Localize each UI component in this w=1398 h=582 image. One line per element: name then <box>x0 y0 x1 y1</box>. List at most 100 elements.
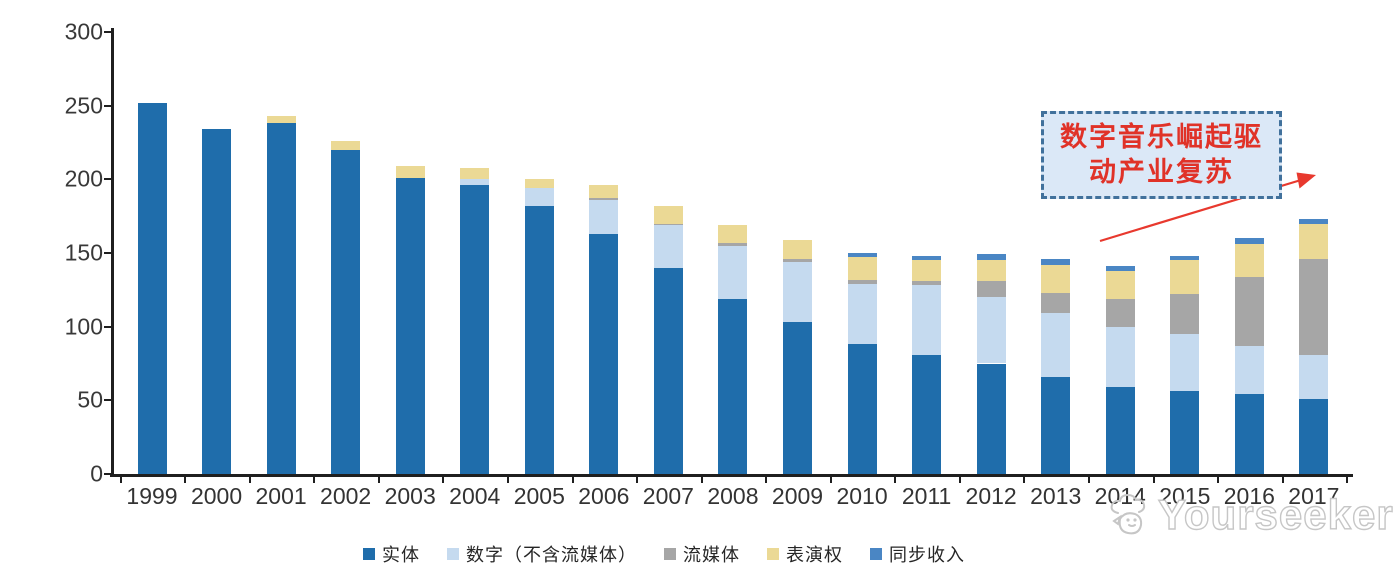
bar-segment-2003-实体 <box>395 177 425 474</box>
x-tick-mark <box>700 474 703 483</box>
bar-segment-2011-同步收入 <box>912 255 942 261</box>
bar-segment-2017-同步收入 <box>1299 219 1329 224</box>
x-tick-label: 2009 <box>771 483 824 509</box>
bar-segment-2016-数字（不含流媒体） <box>1234 345 1264 395</box>
bar-segment-2007-表演权 <box>653 205 683 224</box>
bar-segment-2012-流媒体 <box>976 280 1006 298</box>
annotation-text-line1: 数字音乐崛起驱 <box>1060 122 1263 152</box>
bar-segment-2011-实体 <box>912 354 942 474</box>
x-tick-mark <box>1346 474 1349 483</box>
bar-segment-2007-数字（不含流媒体） <box>653 225 683 268</box>
watermark-text: Yourseeker <box>1157 490 1394 538</box>
bar-segment-2006-实体 <box>589 233 619 474</box>
legend: 实体 数字（不含流媒体） 流媒体 表演权 同步收入 <box>363 541 965 567</box>
annotation-text-line2: 动产业复苏 <box>1089 157 1234 187</box>
x-tick-label: 2003 <box>384 483 436 509</box>
x-tick-mark <box>1023 474 1026 483</box>
bar-segment-2013-数字（不含流媒体） <box>1041 313 1071 377</box>
x-tick-label: 2014 <box>1094 483 1146 509</box>
bar-segment-2011-流媒体 <box>912 280 942 286</box>
bar-segment-2006-表演权 <box>589 185 619 199</box>
bar-segment-2005-数字（不含流媒体） <box>524 188 554 206</box>
x-tick-label: 2000 <box>190 483 243 509</box>
legend-label: 表演权 <box>786 545 843 565</box>
x-tick-label: 2011 <box>901 483 952 509</box>
y-tick-label: 100 <box>64 313 103 340</box>
legend-item-同步收入: 同步收入 <box>870 541 965 567</box>
legend-swatch <box>363 548 375 560</box>
y-tick-mark <box>104 399 113 402</box>
bar-segment-2004-表演权 <box>460 167 490 180</box>
bar-segment-2010-同步收入 <box>847 253 877 258</box>
bar-segment-2017-流媒体 <box>1299 258 1329 355</box>
watermark: Yourseeker <box>1104 489 1394 541</box>
bar-segment-2008-数字（不含流媒体） <box>718 245 748 299</box>
bar-segment-2008-实体 <box>718 298 748 474</box>
legend-label: 实体 <box>382 545 420 565</box>
bar-segment-2013-流媒体 <box>1041 292 1071 314</box>
x-tick-label: 2013 <box>1030 483 1082 509</box>
bar-segment-2012-同步收入 <box>976 254 1006 261</box>
legend-label: 数字（不含流媒体） <box>466 545 637 565</box>
x-tick-mark <box>248 474 251 483</box>
x-tick-label: 2007 <box>642 483 694 509</box>
bar-segment-2010-数字（不含流媒体） <box>847 283 877 345</box>
bar-segment-2016-同步收入 <box>1234 238 1264 245</box>
y-tick-mark <box>104 31 113 33</box>
bar-segment-2007-流媒体 <box>653 223 683 225</box>
bar-segment-2009-表演权 <box>783 239 812 259</box>
x-tick-mark <box>119 474 122 483</box>
x-tick-label: 2001 <box>255 483 307 509</box>
x-tick-label: 2005 <box>513 483 565 509</box>
x-tick-mark <box>1087 474 1090 483</box>
y-tick-mark <box>104 473 113 475</box>
x-tick-mark <box>184 474 187 483</box>
bar-segment-1999-实体 <box>137 102 167 474</box>
bar-segment-2005-实体 <box>524 205 554 474</box>
x-tick-label: 2017 <box>1288 483 1340 509</box>
bar-segment-2007-实体 <box>653 267 683 474</box>
bar-segment-2005-表演权 <box>524 179 554 189</box>
x-tick-mark <box>1217 474 1220 483</box>
bar-segment-2015-数字（不含流媒体） <box>1170 334 1200 392</box>
x-tick-mark <box>636 474 639 483</box>
y-tick-label: 0 <box>90 460 103 487</box>
bar-segment-2016-实体 <box>1234 394 1264 474</box>
bar-segment-2000-实体 <box>202 129 232 474</box>
y-tick-label: 150 <box>64 239 103 266</box>
legend-item-数字（不含流媒体）: 数字（不含流媒体） <box>447 541 637 567</box>
bar-segment-2014-数字（不含流媒体） <box>1105 326 1135 388</box>
bar-segment-2013-实体 <box>1041 376 1071 474</box>
x-tick-mark <box>313 474 316 483</box>
bar-segment-2015-实体 <box>1170 391 1200 474</box>
y-tick-label: 250 <box>64 92 103 119</box>
bar-segment-2012-表演权 <box>976 260 1006 281</box>
x-tick-label: 2015 <box>1159 483 1211 509</box>
legend-swatch <box>870 548 882 560</box>
bar-segment-2015-流媒体 <box>1170 294 1200 335</box>
bar-segment-2012-实体 <box>976 363 1006 474</box>
bar-segment-2013-同步收入 <box>1041 258 1071 265</box>
legend-item-流媒体: 流媒体 <box>664 541 740 567</box>
bar-segment-2011-表演权 <box>912 260 942 281</box>
bar-segment-2009-实体 <box>783 322 812 474</box>
y-tick-label: 200 <box>64 165 103 192</box>
x-tick-mark <box>507 474 510 483</box>
bar-segment-2002-表演权 <box>331 141 361 150</box>
bar-segment-2010-实体 <box>847 344 877 474</box>
x-tick-label: 2012 <box>965 483 1017 509</box>
legend-item-实体: 实体 <box>363 541 420 567</box>
y-tick-mark <box>104 178 113 181</box>
x-tick-mark <box>1152 474 1155 483</box>
bar-segment-2014-同步收入 <box>1105 266 1135 271</box>
x-tick-mark <box>958 474 961 483</box>
bar-segment-2012-数字（不含流媒体） <box>976 297 1006 364</box>
bar-segment-2015-表演权 <box>1170 260 1200 295</box>
x-tick-mark <box>442 474 445 483</box>
x-tick-mark <box>377 474 380 483</box>
legend-swatch <box>767 548 779 560</box>
bar-segment-2009-流媒体 <box>783 258 812 262</box>
bar-segment-2001-实体 <box>266 123 296 474</box>
bar-segment-2011-数字（不含流媒体） <box>912 285 942 355</box>
